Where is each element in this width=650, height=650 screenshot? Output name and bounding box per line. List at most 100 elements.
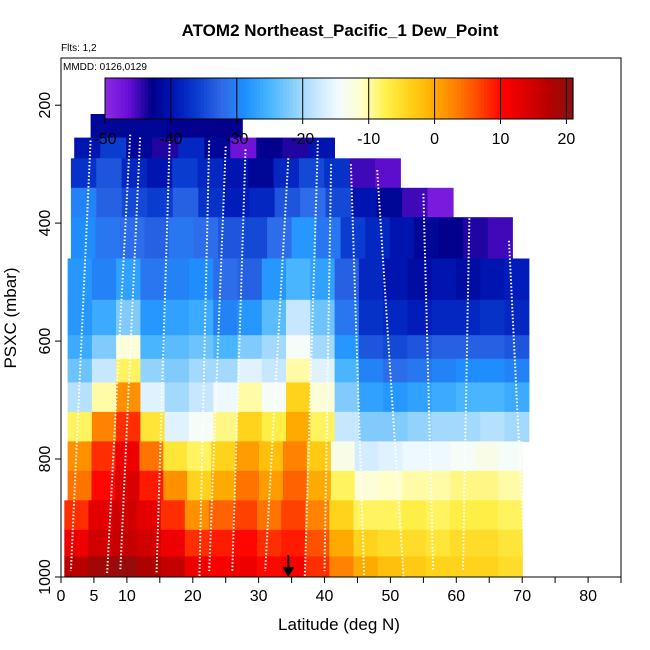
colorbar-swatch-115 xyxy=(484,78,488,119)
heatmap-cell-7-13 xyxy=(383,335,408,360)
colorbar-swatch-76 xyxy=(355,78,360,119)
heatmap-cell-15-17 xyxy=(474,556,499,577)
heatmap-cell-13-0 xyxy=(64,500,89,531)
heatmap-cell-4-13 xyxy=(389,217,415,260)
colorbar-swatch-7 xyxy=(128,78,132,119)
flight-profile-5 xyxy=(208,146,227,572)
colorbar-swatch-91 xyxy=(404,78,409,119)
heatmap-cell-14-18 xyxy=(498,529,523,557)
heatmap-cell-4-8 xyxy=(267,217,293,260)
colorbar-swatch-96 xyxy=(421,78,426,119)
colorbar-swatch-77 xyxy=(358,78,363,119)
colorbar-swatch-13 xyxy=(147,78,152,119)
heatmap-cell-6-14 xyxy=(407,299,433,336)
heatmap-cell-12-9 xyxy=(282,470,308,501)
heatmap-cell-11-13 xyxy=(378,441,404,472)
heatmap-cell-2-2 xyxy=(121,158,148,189)
heatmap-cell-14-12 xyxy=(353,529,379,557)
heatmap-cell-13-12 xyxy=(353,500,379,531)
colorbar-swatch-124 xyxy=(513,78,518,119)
colorbar-swatch-3 xyxy=(114,78,119,119)
colorbar-swatch-32 xyxy=(210,78,215,119)
heatmap-cell-12-2 xyxy=(115,470,140,501)
colorbar-swatch-63 xyxy=(312,78,317,119)
heatmap-cell-8-12 xyxy=(358,358,384,383)
heatmap-cell-12-6 xyxy=(211,470,236,501)
heatmap-cell-8-10 xyxy=(310,358,336,383)
colorbar-swatch-20 xyxy=(170,78,175,119)
heatmap-cell-7-2 xyxy=(116,335,141,360)
heatmap-cell-12-5 xyxy=(187,470,212,501)
heatmap-cell-5-8 xyxy=(261,258,287,301)
heatmap-cell-1-7 xyxy=(256,137,283,159)
colorbar-swatch-74 xyxy=(348,78,353,119)
colorbar-swatch-22 xyxy=(177,78,182,119)
colorbar-swatch-108 xyxy=(460,78,465,119)
heatmap-cell-11-11 xyxy=(330,441,356,472)
colorbar-swatch-94 xyxy=(414,78,419,119)
x-tick-label-8: 70 xyxy=(513,588,531,605)
heatmap-cell-2-11 xyxy=(349,158,376,189)
x-tick-label-5: 40 xyxy=(316,588,334,605)
heatmap-cell-10-1 xyxy=(91,411,117,442)
latitude-marker-arrow xyxy=(282,555,295,577)
heatmap-cell-5-9 xyxy=(286,258,311,301)
colorbar-swatch-28 xyxy=(197,78,202,119)
colorbar-swatch-116 xyxy=(487,78,492,119)
colorbar-swatch-141 xyxy=(569,78,574,119)
heatmap-cell-14-13 xyxy=(377,529,403,557)
heatmap-cell-13-4 xyxy=(160,500,186,531)
heatmap-cell-7-12 xyxy=(358,335,384,360)
heatmap-cell-7-15 xyxy=(431,335,457,360)
flight-profile-7 xyxy=(264,158,290,572)
colorbar-swatch-114 xyxy=(480,78,485,119)
colorbar-swatch-79 xyxy=(365,78,370,119)
colorbar-swatch-98 xyxy=(427,78,432,119)
colorbar-swatch-107 xyxy=(457,78,462,119)
flight-profile-14 xyxy=(508,240,527,577)
heatmap-cell-7-16 xyxy=(455,335,481,360)
heatmap-cell-3-13 xyxy=(402,187,429,218)
heatmap-cell-11-18 xyxy=(498,441,523,472)
heatmap-cell-7-10 xyxy=(310,335,336,360)
colorbar-gradient xyxy=(105,78,574,119)
colorbar-swatch-113 xyxy=(477,78,482,119)
heatmap-cell-9-16 xyxy=(455,382,481,413)
heatmap-cell-6-8 xyxy=(261,299,287,336)
heatmap-cell-8-11 xyxy=(334,358,360,383)
heatmap-cell-8-18 xyxy=(504,358,530,383)
flight-profile-13 xyxy=(461,211,471,572)
colorbar-swatch-80 xyxy=(368,78,373,119)
heatmap-cell-2-0 xyxy=(70,158,97,189)
heatmap-cell-3-14 xyxy=(427,187,454,218)
colorbar-swatch-21 xyxy=(174,78,179,119)
colorbar-swatch-31 xyxy=(207,78,212,119)
flights-note: Flts: 1,2 xyxy=(61,43,97,54)
colorbar-swatch-0 xyxy=(105,78,109,119)
heatmap-cell-4-17 xyxy=(487,217,513,260)
colorbar-swatch-1 xyxy=(108,78,113,119)
heatmap-cell-2-4 xyxy=(172,158,199,189)
heatmap-cell-13-15 xyxy=(425,500,451,531)
heatmap-cell-13-11 xyxy=(329,500,355,531)
heatmap-cell-9-9 xyxy=(286,382,311,413)
heatmap-cell-11-17 xyxy=(474,441,499,472)
heatmap-cell-9-5 xyxy=(189,382,214,413)
heatmap-cell-15-1 xyxy=(88,556,114,577)
heatmap-cell-13-7 xyxy=(233,500,258,531)
colorbar-swatch-48 xyxy=(263,78,268,119)
heatmap-cell-8-17 xyxy=(480,358,506,383)
colorbar-swatch-138 xyxy=(559,78,564,119)
heatmap-cell-11-10 xyxy=(306,441,332,472)
colorbar-swatch-24 xyxy=(184,78,188,119)
colorbar-swatch-54 xyxy=(282,78,287,119)
colorbar-swatch-52 xyxy=(276,78,281,119)
heatmap-cell-7-18 xyxy=(504,335,530,360)
colorbar-swatch-40 xyxy=(236,78,241,119)
heatmap-cell-14-2 xyxy=(112,529,138,557)
colorbar-swatch-106 xyxy=(454,78,459,119)
colorbar-tick-label-4: -10 xyxy=(357,131,380,148)
colorbar-swatch-36 xyxy=(223,78,228,119)
colorbar-swatch-131 xyxy=(536,78,541,119)
heatmap-cell-7-9 xyxy=(286,335,311,360)
